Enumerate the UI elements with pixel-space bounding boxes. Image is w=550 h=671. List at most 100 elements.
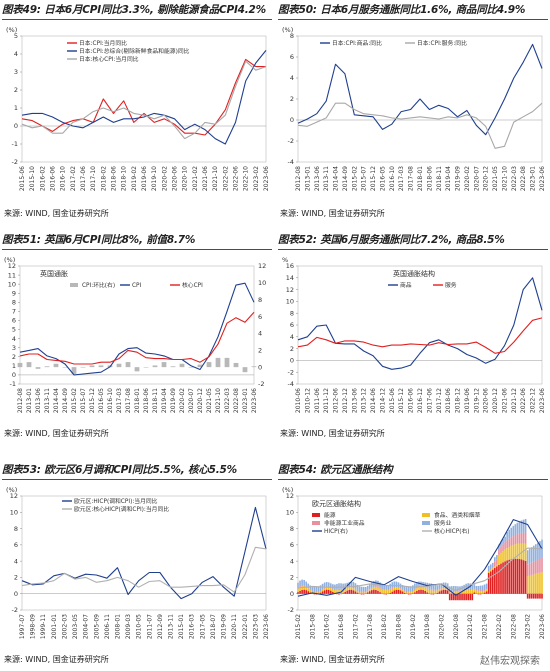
y-tick-label: 12: [286, 286, 294, 294]
stack-bar: [352, 590, 355, 594]
stack-bar: [381, 589, 383, 590]
legend-label: 能源: [324, 511, 336, 519]
stack-bar: [375, 586, 377, 587]
x-tick-label: 2022-03: [511, 166, 518, 191]
y-tick-label: -2: [12, 606, 18, 614]
y-tick-label: -1: [10, 380, 16, 388]
x-tick-label: 2023-06: [263, 166, 270, 191]
stack-bar: [319, 592, 322, 594]
stack-bar: [403, 591, 406, 593]
x-tick-label: 2022-08: [510, 614, 517, 639]
stack-bar: [453, 593, 455, 601]
stack-bar: [299, 586, 301, 588]
y-tick-label: 12: [286, 492, 294, 500]
mom-bar: [152, 365, 158, 368]
stack-bar: [381, 584, 383, 590]
stack-bar: [385, 590, 387, 594]
stack-bar: [407, 591, 410, 593]
mom-bar: [206, 362, 212, 368]
stack-bar: [307, 591, 310, 594]
stack-bar: [428, 588, 431, 590]
stack-bar: [346, 582, 349, 588]
stack-bar: [496, 564, 498, 567]
stack-bar: [537, 559, 539, 574]
panel-euro-structure: 图表54: 欧元区通胀结构 (%) -2 0 2 4 6 8 10 12 2015-02 2015-…: [278, 462, 550, 669]
legend-label: 日本:CPI:总综合(剔除新鲜食品和能源)同比: [79, 47, 190, 55]
x-tick-label: 2018-01: [417, 166, 424, 191]
legend-label: 核心HICP(右): [434, 527, 470, 535]
y-tick-label: 6: [290, 541, 294, 549]
legend-label: 商品: [400, 281, 412, 289]
stack-bar: [457, 591, 459, 594]
mom-bar: [125, 362, 131, 368]
stack-bar: [338, 593, 340, 595]
stack-bar: [323, 587, 326, 589]
stack-bar: [325, 589, 328, 594]
stack-bar: [409, 593, 412, 595]
stack-bar: [391, 582, 394, 588]
stack-bar: [516, 522, 519, 535]
source-note: 来源: WIND, 国金证券研究所: [280, 209, 385, 218]
source-note: 来源: WIND, 国金证券研究所: [4, 209, 109, 218]
x-tick-label: 2015-06: [19, 166, 26, 191]
stack-bar: [315, 586, 318, 592]
stack-bar: [467, 588, 469, 591]
x-tick-label: 2003-05: [72, 614, 79, 639]
stack-bar: [487, 571, 490, 574]
stack-bar: [502, 538, 504, 545]
stack-bar: [463, 590, 465, 594]
mom-bar: [251, 366, 257, 368]
x-tick-label: 2018-02: [100, 166, 107, 191]
y-tick-label: 0: [290, 357, 294, 365]
x-tick-label: 2011-12: [323, 388, 330, 413]
stack-bar: [344, 583, 346, 588]
stack-bar: [522, 519, 525, 533]
watermark: 赵伟宏观探索: [478, 652, 542, 667]
stack-bar: [348, 589, 351, 594]
stack-bar: [457, 593, 459, 601]
stack-bar: [416, 582, 418, 588]
stack-bar: [535, 544, 537, 561]
y-tick-label: 2: [14, 86, 18, 94]
stack-bar: [489, 569, 492, 571]
x-tick-label: 1999-11: [40, 614, 47, 639]
stack-bar: [471, 590, 474, 594]
stack-bar: [489, 564, 492, 570]
stack-bar: [299, 580, 301, 587]
mom-bar: [134, 367, 140, 372]
stack-bar: [342, 588, 344, 590]
stack-bar: [514, 524, 517, 536]
x-tick-label: 2020-02: [161, 166, 168, 191]
stack-bar: [354, 591, 357, 594]
stack-bar: [356, 592, 359, 594]
mom-bar: [170, 366, 176, 368]
x-tick-label: 2017-08: [367, 614, 374, 639]
stack-bar: [313, 590, 316, 593]
stack-bar: [379, 588, 381, 593]
stack-bar: [393, 587, 396, 588]
stack-bar: [487, 565, 490, 572]
stack-bar: [407, 586, 410, 592]
panel-title: 图表51: 英国6月CPI同比8%, 前值8.7%: [2, 232, 272, 250]
stack-bar: [397, 582, 400, 588]
x-tick-label: 2020-12: [197, 388, 204, 413]
x-tick-label: 1998-09: [30, 614, 37, 639]
stack-bar: [387, 590, 390, 594]
stack-bar: [407, 593, 410, 595]
stack-bar: [465, 589, 467, 591]
x-tick-label: 2012-06: [333, 388, 340, 413]
x-tick-label: 2013-06: [351, 388, 358, 413]
mom-bar: [116, 363, 122, 368]
x-tick-label: 2013-11: [168, 614, 175, 639]
stack-bar: [522, 543, 525, 561]
stack-bar: [313, 593, 316, 595]
stack-bar: [377, 586, 379, 588]
stack-bar: [518, 543, 521, 560]
stack-bar: [535, 573, 537, 594]
stack-bar: [535, 560, 537, 574]
stack-bar: [360, 593, 363, 595]
stack-bar: [504, 536, 506, 543]
stack-bar: [414, 589, 416, 591]
x-tick-label: 2015-07: [361, 166, 368, 191]
y-tick-label: -2: [288, 606, 294, 614]
